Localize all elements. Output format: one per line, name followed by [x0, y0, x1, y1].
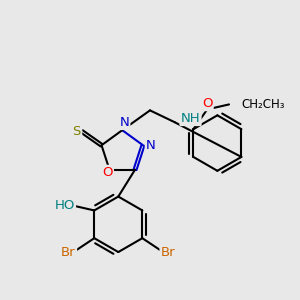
- Text: N: N: [146, 139, 156, 152]
- Text: O: O: [202, 97, 212, 110]
- Text: N: N: [119, 116, 129, 129]
- Text: Br: Br: [61, 245, 76, 259]
- Text: HO: HO: [54, 199, 75, 212]
- Text: S: S: [73, 125, 81, 138]
- Text: NH: NH: [181, 112, 200, 125]
- Text: Br: Br: [161, 245, 176, 259]
- Text: O: O: [102, 166, 113, 179]
- Text: CH₂CH₃: CH₂CH₃: [241, 98, 284, 111]
